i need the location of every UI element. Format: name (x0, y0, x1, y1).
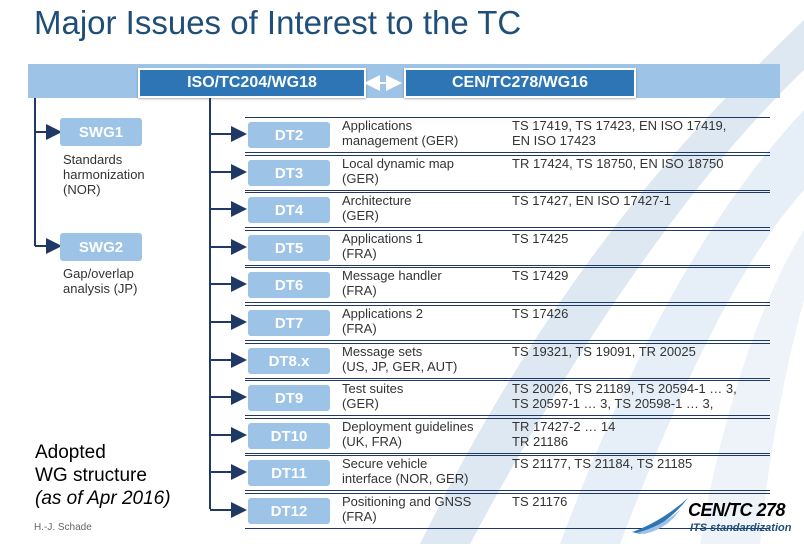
cen-logo-icon (632, 498, 688, 534)
dt-row: DT7 Applications 2 (FRA) TS 17426 (245, 305, 770, 341)
author-name: H.-J. Schade (34, 522, 92, 533)
dt-standards: TS 21176 (512, 494, 568, 509)
dt-row: DT2 Applications management (GER) TS 17419… (245, 117, 770, 153)
dt-standards: TS 20026, TS 21189, TS 20594-1 … 3, TS 2… (512, 381, 737, 411)
dt-name: Local dynamic map (GER) (342, 156, 454, 186)
swg2-box: SWG2 (60, 233, 142, 261)
dt-standards: TR 17424, TS 18750, EN ISO 18750 (512, 156, 724, 171)
dt-standards: TS 21177, TS 21184, TS 21185 (512, 456, 693, 471)
dt-box: DT3 (248, 160, 330, 186)
dt-name: Message sets (US, JP, GER, AUT) (342, 344, 458, 374)
dt-standards: TS 17425 (512, 231, 569, 246)
cen-wg16-label: CEN/TC278/WG16 (451, 74, 589, 91)
dt-box: DT12 (248, 498, 330, 524)
dt-label: DT10 (270, 427, 308, 445)
dt-box: DT2 (248, 122, 330, 148)
dt-name: Message handler (FRA) (342, 268, 442, 298)
dt-standards: TS 17419, TS 17423, EN ISO 17419, EN ISO… (512, 118, 727, 148)
dt-name: Applications management (GER) (342, 118, 459, 148)
dt-standards: TS 17427, EN ISO 17427-1 (512, 193, 671, 208)
dt-row: DT8.x Message sets (US, JP, GER, AUT) TS 1… (245, 343, 770, 379)
dt-name: Architecture (GER) (342, 193, 412, 223)
dt-label: DT12 (270, 502, 308, 520)
dt-box: DT7 (248, 310, 330, 336)
dt-row: DT4 Architecture (GER) TS 17427, EN ISO 17… (245, 192, 770, 228)
dt-box: DT9 (248, 385, 330, 411)
cen-wg16-box: CEN/TC278/WG16 (404, 68, 636, 98)
dt-label: DT11 (271, 464, 307, 482)
dt-box: DT6 (248, 272, 330, 298)
adopted-line2: WG structure (35, 465, 147, 486)
swg2-description: Gap/overlap analysis (JP) (63, 266, 138, 296)
dt-label: DT5 (274, 239, 304, 257)
dt-row: DT5 Applications 1 (FRA) TS 17425 (245, 230, 770, 266)
adopted-line3: (as of Apr 2016) (35, 488, 171, 509)
dt-name: Secure vehicle interface (NOR, GER) (342, 456, 469, 486)
cen-logo-text: CEN/TC 278 (688, 500, 786, 520)
dt-row: DT12 Positioning and GNSS (FRA) TS 21176 (245, 493, 770, 529)
dt-name: Test suites (GER) (342, 381, 404, 411)
dt-standards: TS 17426 (512, 306, 569, 321)
dt-box: DT10 (248, 423, 330, 449)
iso-wg18-label: ISO/TC204/WG18 (187, 74, 317, 91)
dt-box: DT4 (248, 197, 330, 223)
dt-row: DT6 Message handler (FRA) TS 17429 (245, 267, 770, 303)
dt-row: DT9 Test suites (GER) TS 20026, TS 21189, … (245, 380, 770, 416)
dt-box: DT11 (248, 460, 330, 486)
dt-box: DT8.x (248, 348, 330, 374)
cen-logo-subtitle: ITS standardization (690, 522, 792, 534)
dt-row: DT10 Deployment guidelines (UK, FRA) TR 17… (245, 418, 770, 454)
swg2-label: SWG2 (78, 238, 124, 256)
dt-standards: TS 19321, TS 19091, TR 20025 (512, 344, 696, 359)
dt-name: Applications 1 (FRA) (342, 231, 423, 261)
dt-standards: TS 17429 (512, 268, 569, 283)
swg1-description: Standards harmonization (NOR) (63, 152, 145, 197)
dt-label: DT9 (274, 389, 304, 407)
dt-name: Positioning and GNSS (FRA) (342, 494, 472, 524)
dt-label: DT6 (274, 276, 304, 294)
dt-standards: TR 17427-2 … 14 TR 21186 (512, 419, 616, 449)
dt-name: Applications 2 (FRA) (342, 306, 423, 336)
dt-name: Deployment guidelines (UK, FRA) (342, 419, 474, 449)
dt-label: DT4 (274, 201, 304, 219)
page-title: Major Issues of Interest to the TC (34, 4, 522, 41)
dt-row: DT3 Local dynamic map (GER) TR 17424, TS 1… (245, 155, 770, 191)
dt-label: DT2 (274, 126, 304, 144)
dt-row: DT11 Secure vehicle interface (NOR, GER) T… (245, 455, 770, 491)
adopted-structure-note: Adopted WG structure (as of Apr 2016) (35, 441, 171, 510)
dt-label: DT7 (274, 314, 304, 332)
dt-label: DT8.x (268, 352, 310, 370)
dt-box: DT5 (248, 235, 330, 261)
adopted-line1: Adopted (35, 442, 106, 463)
dt-label: DT3 (274, 164, 304, 182)
swg1-box: SWG1 (60, 118, 142, 146)
swg1-label: SWG1 (78, 123, 124, 141)
